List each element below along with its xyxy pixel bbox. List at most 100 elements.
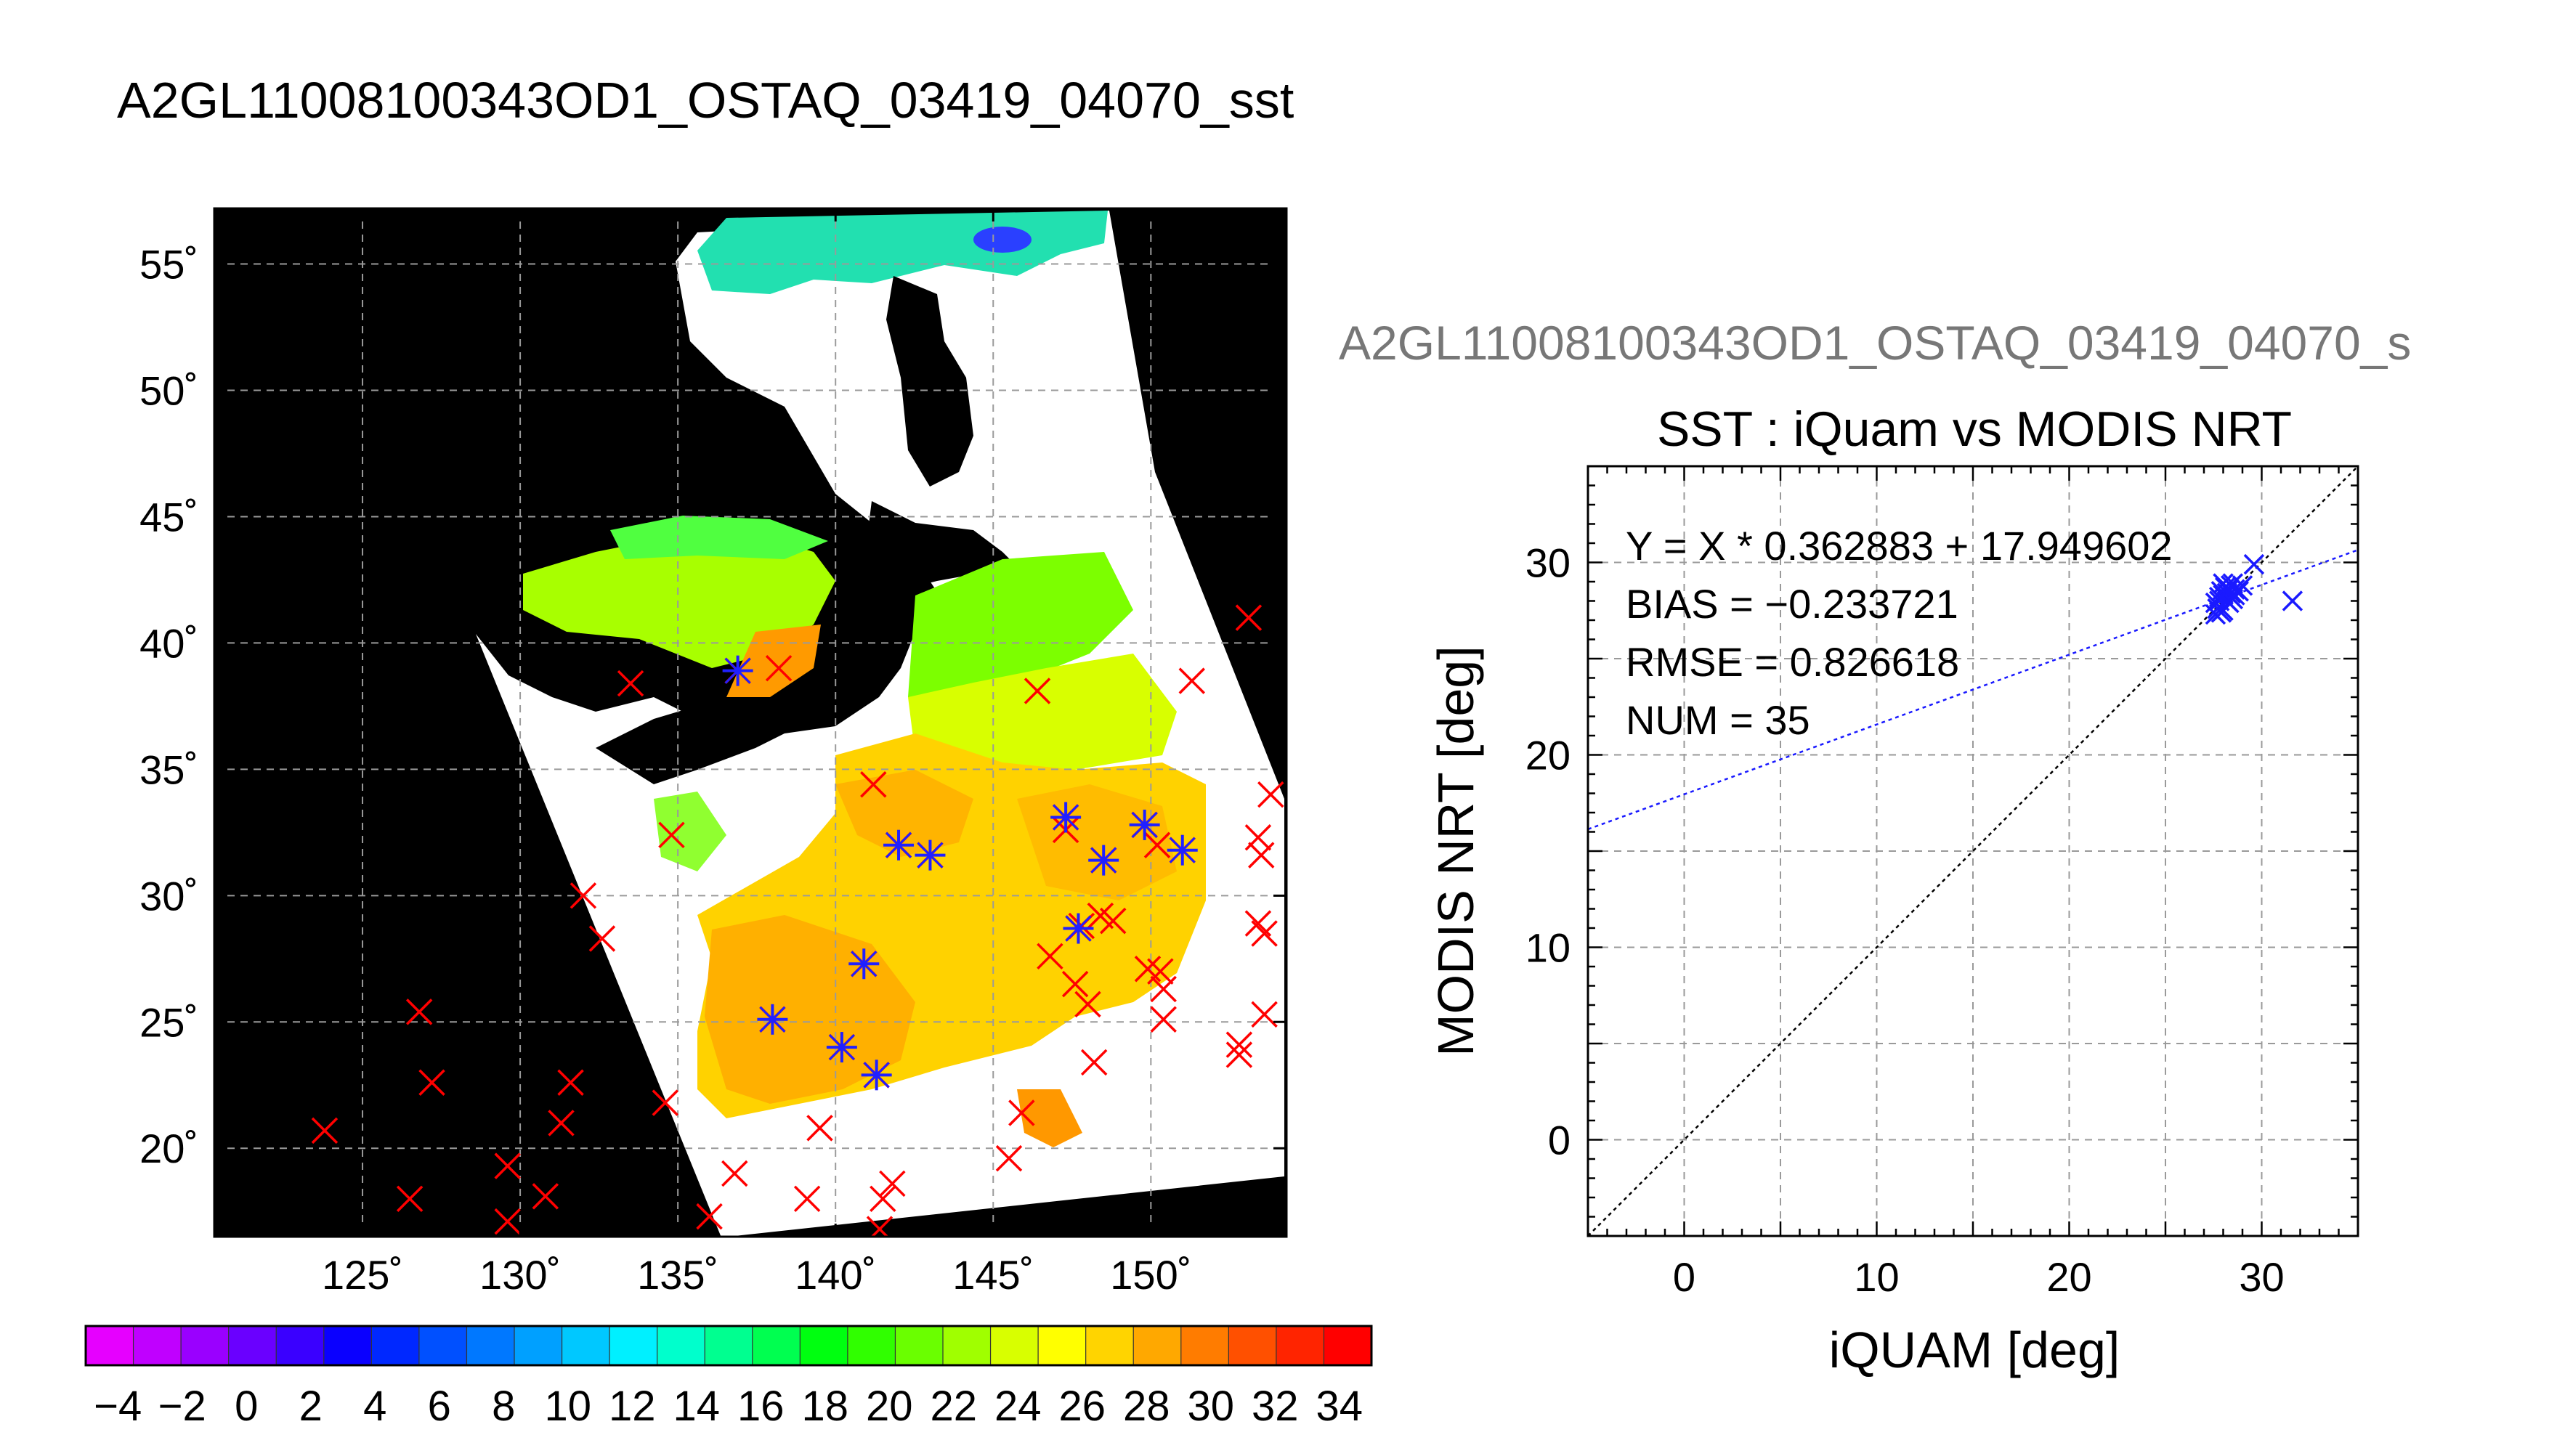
sst-pacific-mid (908, 654, 1177, 770)
colorbar-label: 12 (609, 1383, 656, 1430)
map-lat-tick-label: 50˚ (139, 367, 198, 413)
map-lat-tick-label: 35˚ (139, 747, 198, 792)
colorbar-label: 28 (1123, 1383, 1170, 1430)
map-lat-tick-label: 30˚ (139, 873, 198, 919)
colorbar-swatch (466, 1326, 515, 1365)
stat-rmse: RMSE = 0.826618 (1626, 639, 1959, 685)
sst-pacific-north (908, 552, 1133, 719)
unmatched-marker (548, 1110, 575, 1136)
colorbar-swatch (1085, 1326, 1134, 1365)
map-lon-tick-label: 145˚ (952, 1252, 1034, 1298)
unmatched-marker (532, 1183, 559, 1210)
unmatched-marker (588, 925, 616, 952)
colorbar-swatch (895, 1326, 944, 1365)
matched-marker (826, 1032, 857, 1063)
colorbar-label: 2 (299, 1383, 323, 1430)
map-grid (214, 208, 1286, 1237)
colorbar-swatch (990, 1326, 1039, 1365)
colorbar-label: 8 (492, 1383, 515, 1430)
unmatched-marker (557, 1069, 584, 1097)
colorbar-swatch (228, 1326, 277, 1365)
scatter-lines (1588, 466, 2358, 1236)
x-axis-label: iQUAM [deg] (1829, 1322, 2120, 1378)
colorbar-label: 6 (428, 1383, 451, 1430)
unmatched-marker (793, 1185, 821, 1213)
colorbar-label: −4 (94, 1383, 142, 1430)
colorbar-swatch (1180, 1326, 1229, 1365)
unmatched-marker (1150, 1006, 1177, 1033)
colorbar-swatch (1038, 1326, 1087, 1365)
scatter-plot: 0 10 20 30 0 10 20 30 Y = X * 0.362883 + 17.949… (1427, 465, 2359, 1378)
colorbar-swatch (800, 1326, 848, 1365)
scatter-point (2213, 600, 2234, 621)
scatter-y-tick-label: 30 (1525, 540, 1571, 586)
unmatched-marker (870, 1185, 896, 1213)
unmatched-marker (721, 1160, 748, 1187)
map-lat-tick-label: 20˚ (139, 1126, 198, 1171)
scatter-x-tick-label: 0 (1673, 1254, 1695, 1300)
land-sakhalin (886, 276, 973, 487)
matched-marker (883, 829, 915, 861)
colorbar-swatch (371, 1326, 420, 1365)
scatter-point (2222, 573, 2243, 594)
colorbar-label: 16 (737, 1383, 785, 1430)
matched-marker (1129, 809, 1160, 840)
matched-marker (915, 839, 946, 871)
colorbar-swatch (181, 1326, 230, 1365)
scatter-y-tick-label: 10 (1525, 925, 1571, 971)
colorbar-swatch (657, 1326, 705, 1365)
unmatched-marker (418, 1069, 445, 1097)
sst-warm-patch-4 (1017, 1089, 1082, 1147)
unmatched-marker (311, 1117, 339, 1144)
fit-line (1588, 549, 2358, 831)
map-lon-tick-label: 125˚ (322, 1252, 403, 1298)
colorbar-label: 24 (994, 1383, 1042, 1430)
sst-coastal-green (654, 792, 726, 871)
scatter-point (2243, 553, 2265, 575)
colorbar-swatch (562, 1326, 610, 1365)
unmatched-marker (658, 821, 685, 849)
unmatched-marker (1037, 943, 1063, 970)
colorbar-swatch (133, 1326, 182, 1365)
colorbar-swatch (752, 1326, 801, 1365)
colorbar-label: 10 (544, 1383, 591, 1430)
scatter-x-tick-label: 30 (2239, 1254, 2284, 1300)
unmatched-marker (879, 1170, 906, 1197)
unmatched-marker (617, 670, 644, 697)
unmatched-marker (1074, 991, 1101, 1018)
unmatched-marker (405, 999, 433, 1025)
scatter-point (2210, 581, 2232, 602)
map-frame (213, 207, 1288, 1238)
map-lat-tick-label: 25˚ (139, 999, 198, 1045)
colorbar-label: −2 (158, 1383, 206, 1430)
unmatched-marker (1099, 907, 1127, 935)
matched-marker (722, 655, 753, 686)
unmatched-marker (1235, 604, 1263, 631)
land-honshu (596, 574, 915, 784)
stat-num: NUM = 35 (1626, 697, 1810, 743)
map-lon-tick-label: 150˚ (1110, 1252, 1191, 1298)
scatter-points (2205, 553, 2303, 625)
colorbar-swatch (1133, 1326, 1182, 1365)
map-tick-labels: 55˚ 50˚ 45˚ 40˚ 35˚ 30˚ 25˚ 20˚ 125˚ 130˚ 135˚ 140˚… (139, 208, 1286, 1298)
stat-fit: Y = X * 0.362883 + 17.949602 (1626, 523, 2173, 569)
map-lat-tick-label: 40˚ (139, 620, 198, 666)
sst-warm-patch-3 (1017, 784, 1177, 900)
sst-map: 55˚ 50˚ 45˚ 40˚ 35˚ 30˚ 25˚ 20˚ 125˚ 130˚ 135˚ 140˚… (139, 207, 1288, 1298)
unmatched-marker (1251, 1001, 1278, 1028)
unmatched-marker (1225, 1031, 1253, 1058)
colorbar-swatch (609, 1326, 658, 1365)
map-lat-tick-label: 45˚ (139, 494, 198, 540)
sst-sea-of-japan-north (610, 516, 828, 559)
scatter-point (2282, 590, 2303, 611)
unmatched-marker (1251, 920, 1278, 947)
colorbar-swatch (276, 1326, 325, 1365)
unmatched-marker (494, 1208, 521, 1235)
unmatched-marker (1257, 781, 1284, 808)
colorbar-swatch (1228, 1326, 1277, 1365)
colorbar-swatch (943, 1326, 992, 1365)
matched-marker (1063, 913, 1094, 944)
unmatched-marker (1225, 1041, 1253, 1068)
colorbar-frame (84, 1325, 1373, 1367)
stat-bias: BIAS = −0.233721 (1626, 581, 1958, 627)
